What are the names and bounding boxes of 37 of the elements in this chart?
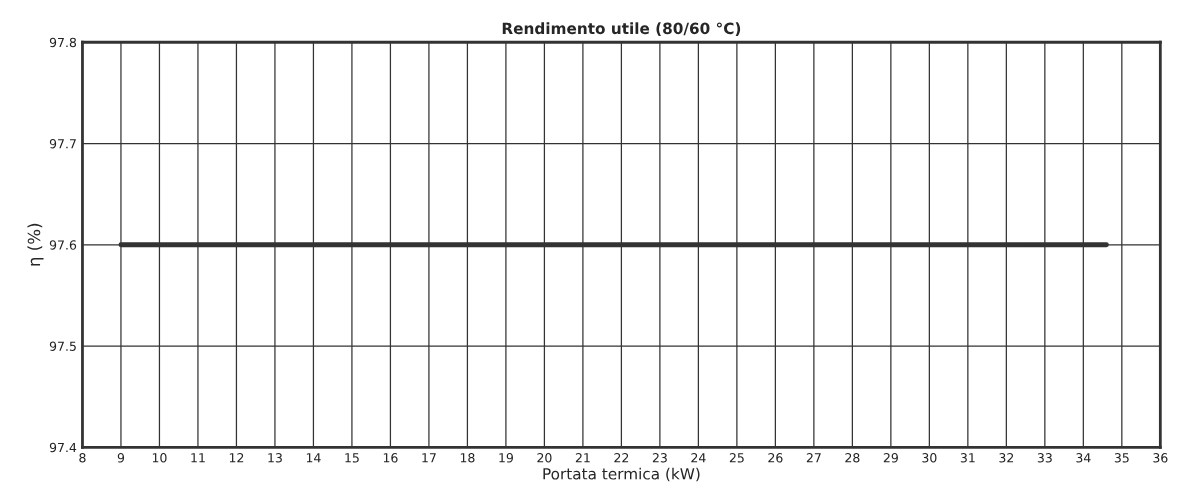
x-tick-label: 8 (79, 453, 86, 463)
x-tick-label: 18 (460, 453, 475, 463)
x-tick-label: 35 (1114, 453, 1129, 463)
x-tick-label: 17 (422, 453, 436, 463)
x-tick-label: 14 (306, 453, 321, 463)
x-tick-label: 22 (614, 453, 629, 463)
x-tick-label: 34 (1076, 453, 1091, 463)
y-tick-label: 97.4 (49, 442, 77, 453)
y-tick-label: 97.8 (49, 37, 77, 48)
y-tick-label: 97.6 (49, 240, 77, 250)
x-tick-label: 26 (768, 453, 783, 463)
x-tick-label: 36 (1153, 453, 1168, 463)
x-tick-label: 30 (922, 453, 937, 463)
x-tick-label: 24 (691, 453, 706, 463)
x-tick-label: 9 (117, 453, 125, 463)
x-tick-label: 23 (652, 453, 667, 463)
x-tick-label: 27 (806, 453, 821, 463)
y-axis-title: η (%) (27, 223, 44, 266)
x-tick-label: 16 (383, 453, 398, 463)
y-tick-label: 97.7 (49, 138, 76, 149)
x-tick-label: 29 (883, 453, 898, 463)
x-tick-label: 15 (345, 453, 359, 463)
x-tick-label: 33 (1037, 453, 1052, 463)
x-tick-label: 32 (999, 453, 1014, 463)
x-tick-label: 10 (152, 453, 167, 463)
x-tick-label: 19 (499, 453, 513, 463)
x-tick-label: 13 (268, 453, 282, 463)
y-tick-label: 97.5 (49, 341, 76, 351)
x-tick-label: 20 (537, 453, 552, 463)
x-tick-label: 21 (575, 453, 590, 463)
x-tick-label: 11 (191, 453, 205, 463)
x-tick-label: 31 (960, 453, 975, 463)
x-tick-label: 25 (729, 453, 744, 463)
x-tick-label: 12 (229, 453, 244, 463)
x-tick-label: 28 (845, 453, 860, 463)
chart-title: Rendimento utile (80/60 °C) (502, 22, 741, 36)
x-axis-title: Portata termica (kW) (543, 467, 700, 482)
